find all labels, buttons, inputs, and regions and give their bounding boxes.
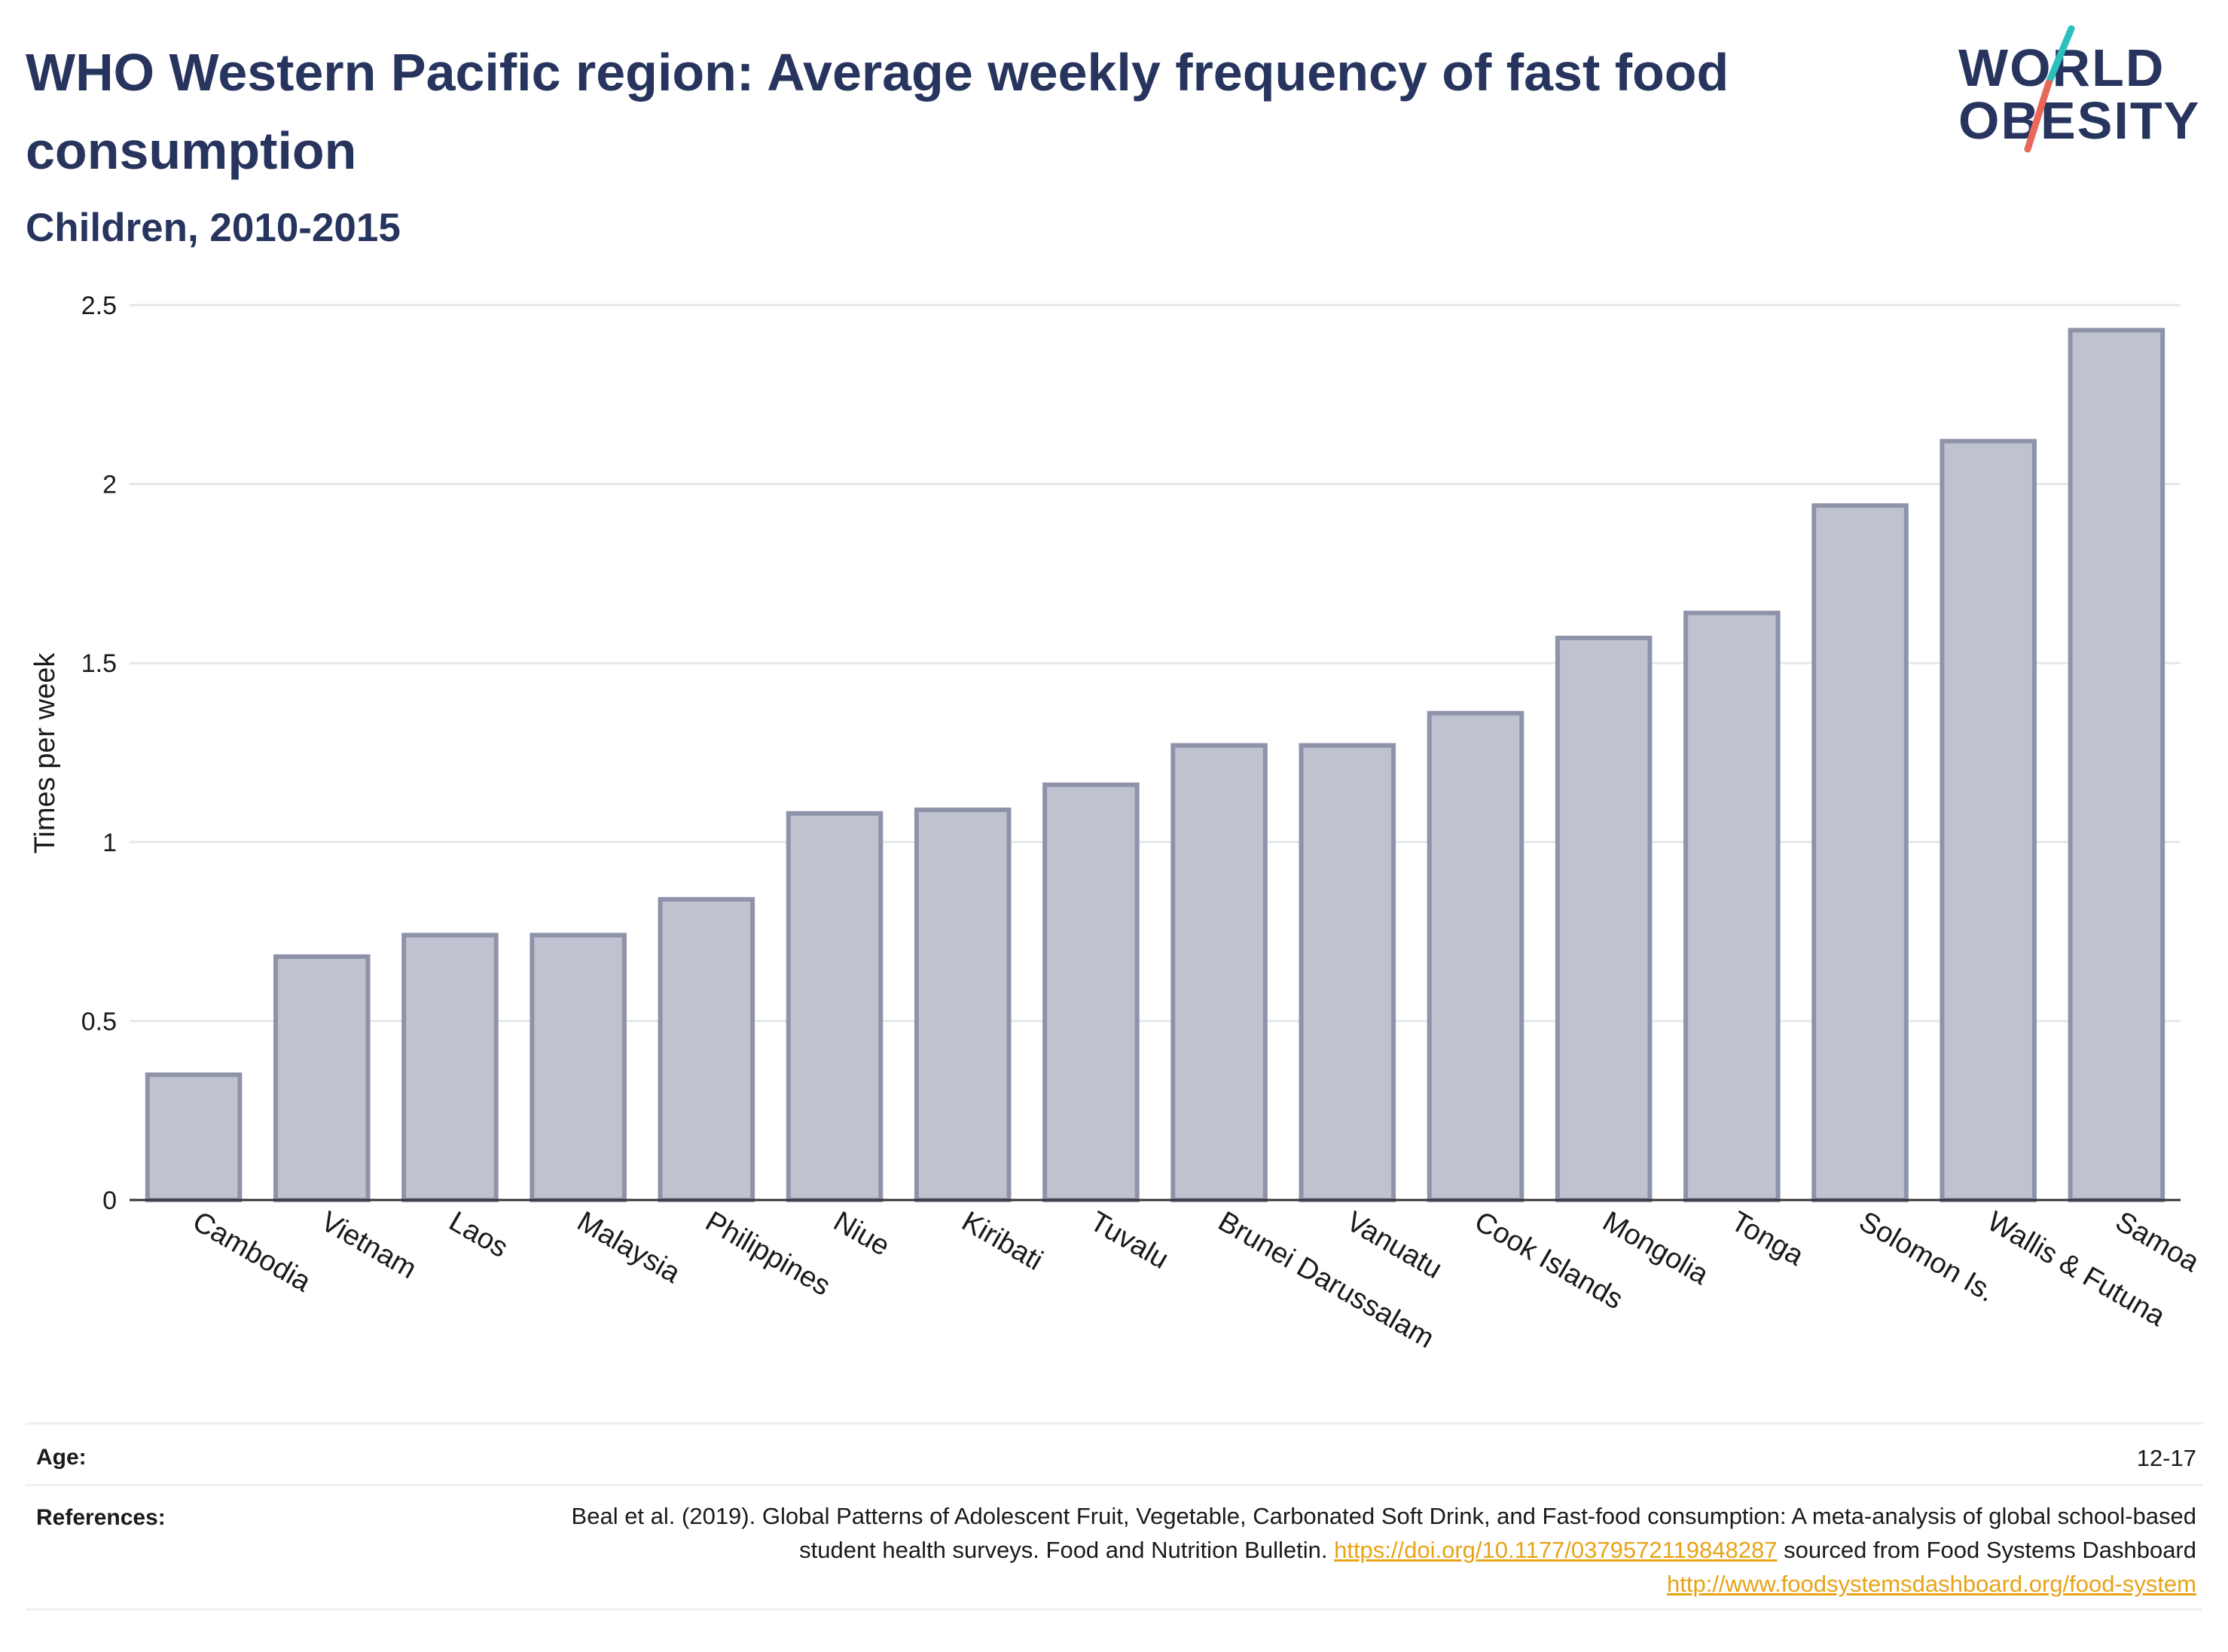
x-axis-labels: Cambodia Vietnam Laos Malaysia PhilippinesNi… xyxy=(188,1205,2205,1354)
x-tick-label: Tonga xyxy=(1726,1205,1809,1272)
y-tick-label: 2 xyxy=(102,471,117,499)
y-tick-label: 1 xyxy=(102,829,117,857)
x-tick-label: Cambodia xyxy=(188,1205,317,1298)
y-axis-title: Times per week xyxy=(29,652,61,854)
bar-vanuatu xyxy=(1299,743,1396,1202)
reference-source: sourced from Food Systems Dashboard xyxy=(1784,1537,2196,1563)
footer-divider-top xyxy=(26,1422,2202,1425)
logo-slash-icon xyxy=(2024,25,2075,153)
doi-link[interactable]: https://doi.org/10.1177/0379572119848287 xyxy=(1334,1537,1778,1563)
bar-mongolia xyxy=(1555,635,1653,1202)
bar-cook-islands xyxy=(1427,710,1525,1202)
bar-philippines xyxy=(658,896,755,1203)
footer-divider-bottom xyxy=(26,1608,2202,1611)
y-tick-label: 1.5 xyxy=(81,649,117,678)
bars xyxy=(145,328,2165,1203)
age-value: 12-17 xyxy=(2136,1445,2196,1471)
bar-laos xyxy=(401,933,499,1203)
x-tick-label: Mongolia xyxy=(1598,1205,1714,1291)
bar-vietnam xyxy=(273,954,371,1202)
y-tick-label: 0 xyxy=(102,1186,117,1215)
bar-wallis-futuna xyxy=(1940,438,2037,1202)
references-label: References: xyxy=(36,1505,166,1530)
x-tick-label: Samoa xyxy=(2110,1205,2205,1278)
bar-malaysia xyxy=(530,933,627,1203)
x-tick-label: Tuvalu xyxy=(1085,1205,1174,1275)
food-systems-link[interactable]: http://www.foodsystemsdashboard.org/food… xyxy=(1667,1571,2196,1597)
bar-cambodia xyxy=(145,1072,243,1203)
y-tick-label: 0.5 xyxy=(81,1007,117,1036)
x-tick-label: Brunei Darussalam xyxy=(1213,1205,1439,1354)
x-tick-label: Niue xyxy=(829,1205,896,1262)
x-tick-label: Laos xyxy=(444,1205,513,1264)
world-obesity-logo: WORLD OBESITY xyxy=(1958,23,2214,158)
references-text: Beal et al. (2019). Global Patterns of A… xyxy=(539,1499,2196,1601)
reference-citation: Beal et al. (2019). Global Patterns of A… xyxy=(571,1503,2196,1563)
age-label: Age: xyxy=(36,1445,87,1470)
footer-divider-mid xyxy=(26,1484,2202,1486)
bar-brunei-darussalam xyxy=(1170,743,1268,1202)
bar-tonga xyxy=(1683,610,1781,1202)
chart-title: WHO Western Pacific region: Average week… xyxy=(26,43,1729,180)
x-tick-label: Vietnam xyxy=(316,1205,422,1285)
bar-solomon-is- xyxy=(1811,503,1909,1202)
chart-subtitle: Children, 2010-2015 xyxy=(26,206,401,250)
x-tick-label: Kiribati xyxy=(957,1205,1048,1276)
y-tick-label: 2.5 xyxy=(81,292,117,320)
bar-tuvalu xyxy=(1042,782,1140,1202)
x-tick-label: Malaysia xyxy=(572,1205,686,1290)
bar-niue xyxy=(786,811,884,1203)
bar-kiribati xyxy=(914,808,1012,1202)
x-tick-label: Philippines xyxy=(700,1205,835,1302)
bar-samoa xyxy=(2068,328,2165,1202)
logo-line-2: OBESITY xyxy=(1958,91,2201,150)
bar-chart: 0 0.5 1 1.5 2 2.5 Cambodia Vietnam Laos Malaysia… xyxy=(29,292,2205,1354)
y-axis-ticks: 0 0.5 1 1.5 2 2.5 xyxy=(81,292,117,1215)
x-tick-label: Solomon Is. xyxy=(1854,1205,2001,1308)
x-tick-label: Vanuatu xyxy=(1341,1205,1447,1285)
